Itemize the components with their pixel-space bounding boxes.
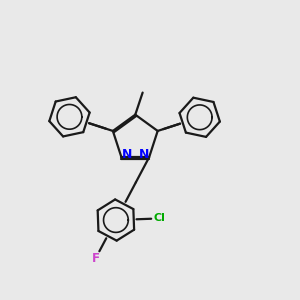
Text: N: N <box>122 148 132 161</box>
Text: N: N <box>139 148 149 161</box>
Text: Cl: Cl <box>154 213 165 224</box>
Text: F: F <box>92 252 100 265</box>
